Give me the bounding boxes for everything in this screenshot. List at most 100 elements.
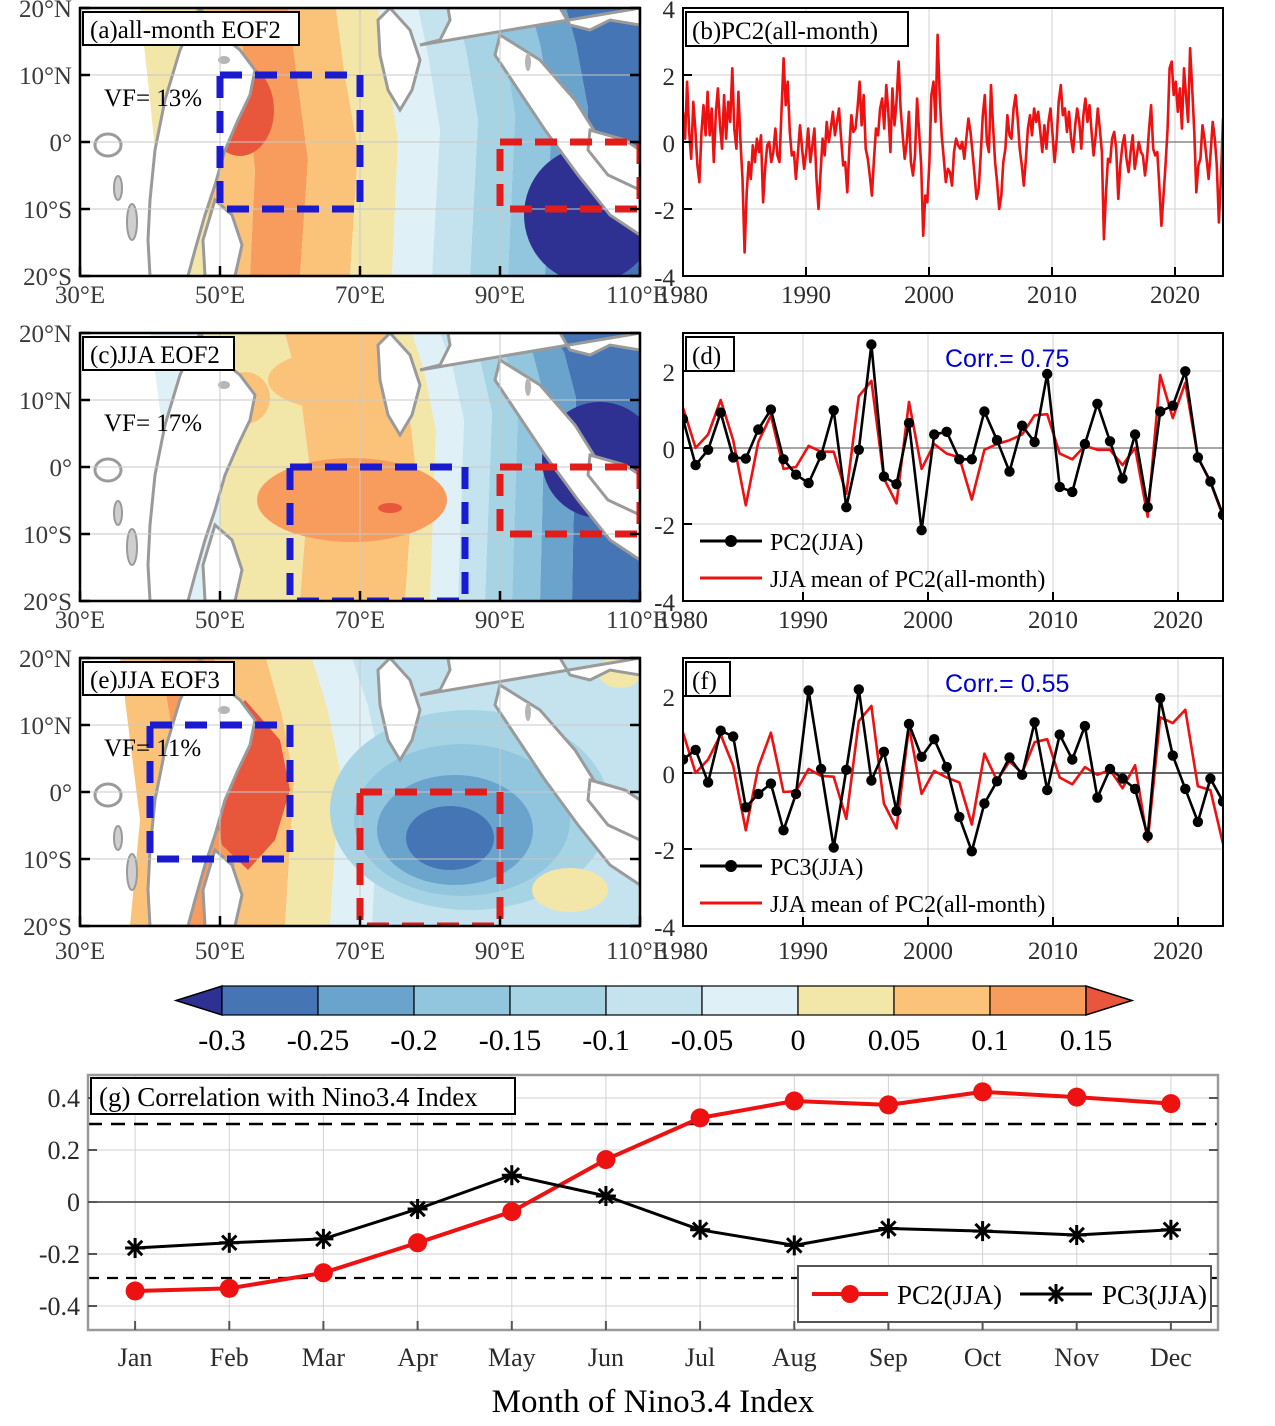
data-point [1160, 1219, 1181, 1240]
panel-e-blue-box [146, 721, 294, 863]
panel-f-corr-text: Corr.= 0.55 [945, 670, 1069, 698]
panel-b-label: (b)PC2(all-month) [692, 18, 878, 45]
panel-g-xtick-jul: Jul [685, 1343, 715, 1372]
data-point [715, 407, 726, 418]
panel-e-red-box [356, 788, 504, 926]
data-point [1079, 720, 1091, 732]
colorbar-tick-label: -0.2 [390, 1024, 438, 1057]
data-point [702, 444, 714, 455]
colorbar-tick-label: 0 [791, 1024, 806, 1057]
panel-d-xtick-1990: 1990 [778, 607, 828, 634]
data-point [891, 805, 902, 817]
panel-c-map: 20°N 10°N 0° 10°S 20°S 30°E 50°E 70°E 90… [19, 321, 668, 634]
panel-e-xtick-90E: 90°E [475, 938, 525, 965]
data-point [1079, 438, 1091, 450]
panel-a-blue-box [216, 71, 364, 213]
data-point [1117, 473, 1128, 484]
data-point [1155, 693, 1166, 704]
panel-f-legend-label-2: JJA mean of PC2(all-month) [770, 892, 1045, 918]
panel-g-ytick-neg04: -0.4 [39, 1292, 80, 1321]
data-point [1167, 400, 1179, 411]
panel-c-ytick-10S: 10°S [23, 522, 72, 549]
data-point [1217, 796, 1223, 807]
panel-a-xtick-30E: 30°E [55, 282, 105, 309]
data-point [765, 778, 777, 789]
panel-f-xtick-1980: 1980 [658, 938, 708, 965]
data-point [803, 477, 814, 489]
data-point [929, 734, 940, 745]
colorbar-tick-label: -0.25 [287, 1024, 350, 1057]
data-point [878, 1218, 899, 1239]
data-point [972, 1221, 993, 1242]
panel-b-ytick-0: 0 [663, 131, 676, 158]
panel-d-label: (d) [692, 343, 721, 370]
data-point [753, 424, 764, 435]
data-point [815, 763, 827, 775]
data-point [903, 718, 915, 730]
panel-d-grid [683, 333, 1223, 601]
data-point [916, 751, 927, 762]
panel-b-xtick-2020: 2020 [1150, 282, 1200, 309]
panel-d-ytick-neg2: -2 [654, 513, 675, 540]
data-point [991, 435, 1003, 446]
panel-c-vf-label: VF= 17% [104, 410, 202, 437]
panel-d-ytick-2: 2 [663, 360, 676, 387]
data-point [1117, 773, 1128, 784]
data-point [728, 452, 739, 463]
panel-g-pc3jja-line [135, 1173, 1171, 1250]
data-point [1205, 476, 1216, 487]
panel-g-xtick-dec: Dec [1150, 1343, 1192, 1372]
panel-a-ytick-20S: 20°S [23, 264, 72, 291]
panel-b-ytick-neg4: -4 [654, 265, 675, 292]
data-point [941, 426, 952, 437]
colorbar-band [317, 985, 415, 1016]
panel-f-ytick-neg2: -2 [654, 838, 675, 865]
panel-e-xtick-50E: 50°E [195, 938, 245, 965]
panel-a-label: (a)all-month EOF2 [90, 17, 281, 44]
panel-d-xtick-2000: 2000 [903, 607, 953, 634]
data-point [1192, 452, 1204, 463]
colorbar-tick-label: -0.05 [671, 1024, 734, 1057]
data-point [1192, 816, 1204, 828]
colorbar-extend-high [1085, 984, 1135, 1017]
data-point [828, 842, 839, 853]
panel-c-ytick-20N: 20°N [19, 321, 72, 348]
panel-b-xtick-1980: 1980 [658, 282, 708, 309]
panel-g-pc2jja-line [135, 1089, 1172, 1293]
panel-g-xtick-nov: Nov [1054, 1343, 1099, 1372]
data-point [313, 1263, 333, 1283]
data-point [941, 761, 952, 773]
panel-d-legend-label-1: PC2(JJA) [770, 530, 863, 556]
data-point [1161, 1094, 1181, 1114]
data-point [219, 1278, 239, 1298]
data-point [784, 1235, 805, 1256]
colorbar-band [413, 985, 511, 1016]
panel-a-red-box [496, 138, 640, 213]
panel-f-legend-label-1: PC3(JJA) [770, 855, 863, 881]
data-point [1092, 398, 1103, 409]
data-point [841, 764, 852, 775]
panel-a-xtick-90E: 90°E [475, 282, 525, 309]
data-point [979, 406, 990, 417]
panel-f-legend: PC3(JJA) JJA mean of PC2(all-month) [700, 855, 1045, 918]
data-point [891, 479, 902, 490]
panel-g-title: (g) Correlation with Nino3.4 Index [99, 1082, 478, 1112]
panel-d-legend-label-2: JJA mean of PC2(all-month) [770, 567, 1045, 593]
data-point [715, 725, 726, 736]
colorbar-tick-label: 0.05 [868, 1024, 921, 1057]
data-point [991, 776, 1003, 787]
panel-d-ytick-neg4: -4 [654, 590, 675, 617]
panel-g-xtick-oct: Oct [964, 1343, 1002, 1372]
panel-f-label: (f) [692, 668, 717, 695]
panel-e-xtick-110E: 110°E [606, 938, 668, 965]
data-point [828, 405, 839, 416]
panel-a-ytick-20N: 20°N [19, 0, 72, 23]
panel-g-xtick-sep: Sep [869, 1343, 908, 1372]
data-point [690, 1108, 710, 1128]
data-point [1004, 752, 1015, 763]
panel-d-xtick-2010: 2010 [1028, 607, 1078, 634]
panel-c-ytick-0: 0° [50, 455, 73, 482]
panel-g-pc3jja-markers [125, 1165, 1181, 1258]
panel-g-xtick-apr: Apr [397, 1343, 438, 1372]
